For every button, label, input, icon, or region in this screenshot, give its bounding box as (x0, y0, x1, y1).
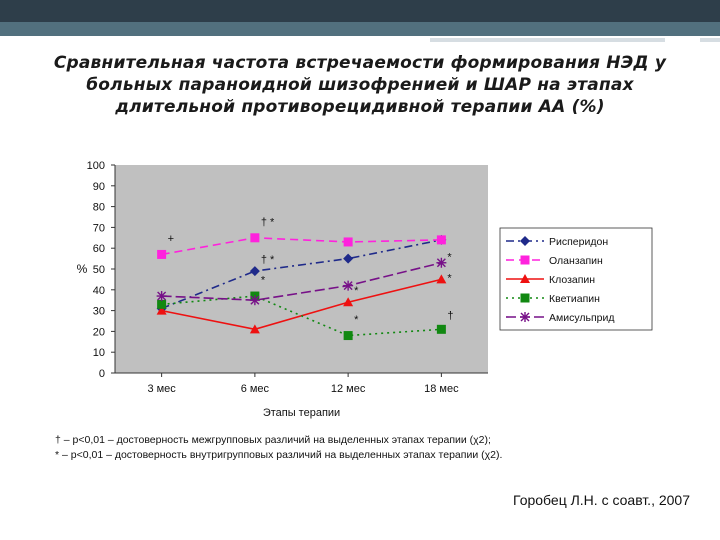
significance-mark: * (447, 252, 452, 264)
legend-marker-5 (520, 312, 530, 322)
data-point-2-1 (157, 249, 167, 259)
footnote-intergroup: † – р<0,01 – достоверность межгрупповых … (55, 434, 491, 446)
data-point-5-2 (249, 295, 260, 306)
x-tick-label: 6 мес (241, 383, 270, 395)
y-tick-label: 40 (93, 285, 105, 297)
legend-label-4: Кветиапин (549, 293, 600, 305)
header-bar (0, 0, 720, 22)
header-accent-bar (0, 22, 720, 36)
y-tick-label: 60 (93, 243, 105, 255)
data-point-1-2 (249, 266, 260, 277)
data-point-4-1 (157, 299, 167, 309)
legend-label-5: Амисульприд (549, 312, 614, 324)
significance-mark: † * (261, 254, 275, 266)
plot-area (115, 165, 488, 373)
legend-marker-2 (520, 255, 530, 265)
legend-label-2: Оланзапин (549, 255, 603, 267)
data-point-3-2 (249, 324, 260, 334)
y-tick-label: 70 (93, 222, 105, 234)
data-point-5-3 (343, 280, 354, 291)
data-point-3-3 (343, 297, 354, 307)
data-point-2-2 (250, 233, 260, 243)
significance-mark: * (354, 314, 359, 326)
y-tick-label: 20 (93, 326, 105, 338)
slide-title: Сравнительная частота встречаемости форм… (20, 52, 700, 118)
title-line-2: больных параноидной шизофренией и ШАР на… (86, 75, 634, 95)
y-tick-label: 30 (93, 306, 105, 318)
y-tick-label: 90 (93, 181, 105, 193)
significance-mark: * (261, 275, 266, 287)
x-tick-label: 3 мес (147, 383, 176, 395)
line-chart: 0 10 20 30 40 50 60 70 80 90 100 3 мес 6 мес 12 мес 18… (77, 160, 653, 419)
y-tick-label: 0 (99, 368, 105, 380)
series-line-1 (161, 239, 442, 310)
x-axis-label: Этапы терапии (263, 407, 340, 419)
significance-mark: + (168, 233, 174, 245)
legend-label-3: Клозапин (549, 274, 595, 286)
series-line-2 (161, 236, 442, 256)
data-point-5-1 (156, 291, 167, 302)
data-point-1-3 (343, 253, 354, 264)
legend-marker-3 (520, 274, 530, 283)
data-point-4-4 (436, 324, 446, 334)
legend-marker-4 (520, 293, 530, 303)
data-point-4-3 (343, 331, 353, 341)
x-tick-label: 12 мес (331, 383, 366, 395)
data-point-2-3 (343, 237, 353, 247)
significance-mark: † * (261, 216, 275, 228)
significance-mark: † (447, 310, 453, 322)
x-tick-label: 18 мес (424, 383, 459, 395)
data-point-3-4 (436, 274, 447, 284)
legend-marker-1 (520, 236, 530, 246)
header-strip (430, 38, 665, 42)
y-tick-label: 100 (87, 160, 105, 172)
data-point-2-4 (436, 235, 446, 245)
y-tick-label: 10 (93, 347, 105, 359)
y-tick-label: 80 (93, 202, 105, 214)
header-strip-small (700, 38, 720, 42)
y-tick-label: 50 (93, 264, 105, 276)
title-line-1: Сравнительная частота встречаемости форм… (53, 53, 667, 73)
series-line-4 (161, 295, 442, 337)
data-point-3-1 (156, 305, 167, 315)
footnote-intragroup: * – р<0,01 – достоверность внутригруппов… (55, 449, 503, 461)
series-line-5 (161, 261, 442, 302)
author-citation: Горобец Л.Н. с соавт., 2007 (513, 492, 690, 508)
data-point-5-4 (436, 257, 447, 268)
y-axis-label: % (77, 262, 88, 276)
legend-label-1: Рисперидон (549, 236, 608, 248)
significance-mark: * (447, 272, 452, 284)
title-line-3: длительной противорецидивной терапии АА … (115, 97, 605, 117)
significance-mark: * (354, 285, 359, 297)
